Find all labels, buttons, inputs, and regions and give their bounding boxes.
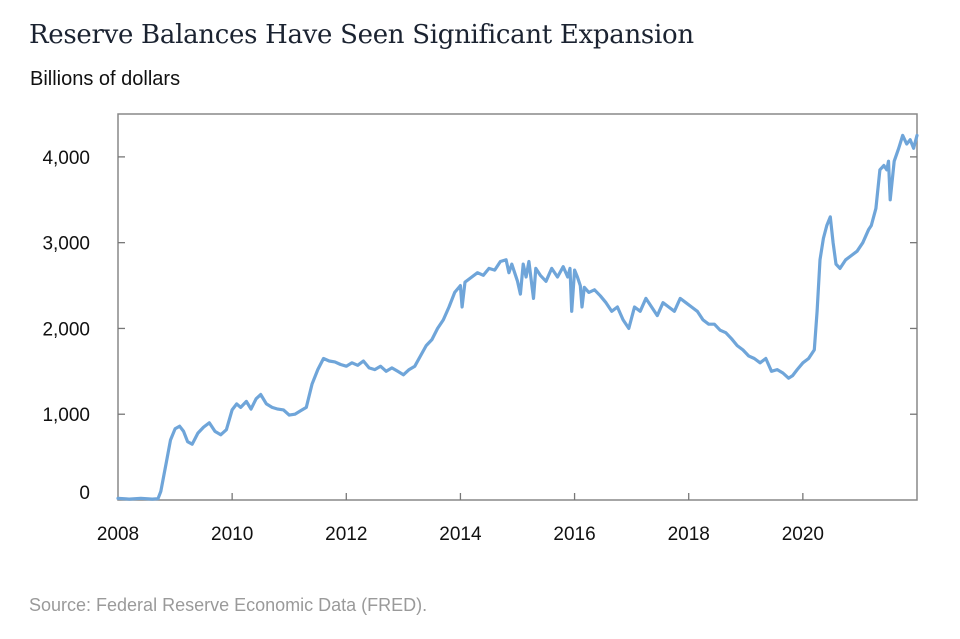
x-tick-label: 2008 xyxy=(97,524,139,545)
y-tick-label: 3,000 xyxy=(42,234,90,255)
plot-frame xyxy=(117,113,918,501)
x-tick-label: 2010 xyxy=(211,524,253,545)
x-tick-label: 2014 xyxy=(439,524,482,545)
y-tick-label: 4,000 xyxy=(42,148,90,169)
y-tick-label: 1,000 xyxy=(42,405,90,426)
y-tick-label: 0 xyxy=(79,483,90,504)
chart-title: Reserve Balances Have Seen Significant E… xyxy=(29,20,694,50)
x-tick-label: 2016 xyxy=(553,524,595,545)
y-axis-label: Billions of dollars xyxy=(30,68,181,90)
x-tick-label: 2020 xyxy=(782,524,824,545)
x-tick-label: 2012 xyxy=(325,524,367,545)
series-line-reserve-balances xyxy=(116,133,919,501)
source-note: Source: Federal Reserve Economic Data (F… xyxy=(29,595,428,615)
x-tick-label: 2018 xyxy=(668,524,710,545)
y-tick-label: 2,000 xyxy=(42,319,90,340)
